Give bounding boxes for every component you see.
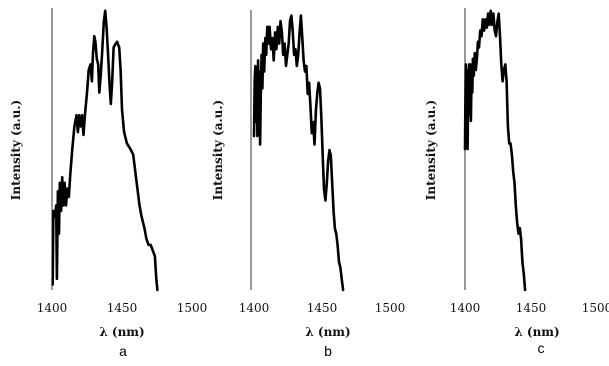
- chart-panel-c: 1400 1450 1500 λ (nm) Intensity (a.u.) c: [424, 8, 609, 356]
- x-tick-label: 1400: [450, 301, 481, 315]
- x-axis-label: λ (nm): [305, 325, 350, 339]
- x-axis-label: λ (nm): [99, 325, 144, 339]
- spectrum-line: [463, 9, 527, 292]
- x-tick-label: 1450: [516, 301, 547, 315]
- x-tick-label: 1500: [177, 301, 208, 315]
- y-axis-label: Intensity (a.u.): [9, 100, 23, 200]
- x-tick-label: 1500: [375, 301, 406, 315]
- y-axis-label: Intensity (a.u.): [211, 100, 225, 200]
- x-tick-label: 1450: [307, 301, 338, 315]
- panel-label: c: [538, 340, 545, 356]
- x-tick-label: 1400: [37, 301, 68, 315]
- chart-panel-b: 1400 1450 1500 λ (nm) Intensity (a.u.) b: [211, 10, 405, 359]
- spectrum-line: [51, 9, 159, 292]
- x-tick-label: 1450: [107, 301, 138, 315]
- x-tick-label: 1500: [582, 301, 609, 315]
- spectrum-line: [252, 14, 345, 292]
- panel-label: a: [119, 343, 127, 359]
- chart-panel-a: 1400 1450 1500 λ (nm) Intensity (a.u.) a: [9, 8, 207, 359]
- y-axis-label: Intensity (a.u.): [424, 100, 438, 200]
- x-axis-label: λ (nm): [514, 325, 559, 339]
- panel-label: b: [324, 343, 332, 359]
- x-tick-label: 1400: [239, 301, 270, 315]
